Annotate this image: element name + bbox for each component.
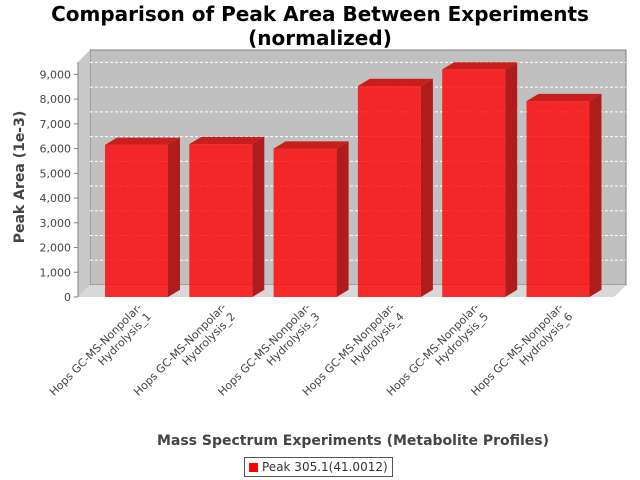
bar xyxy=(189,136,265,297)
bar-front xyxy=(357,85,421,297)
y-axis: 0 1,000 2,000 3,000 4,000 5,000 6,000 7,000 8,00… xyxy=(40,62,79,304)
bar-side xyxy=(168,137,180,297)
y-tick-label: 1,000 xyxy=(40,266,72,279)
bar xyxy=(357,78,433,297)
bar-front xyxy=(273,148,337,297)
legend: Peak 305.1(41.0012) xyxy=(244,457,393,477)
legend-label: Peak 305.1(41.0012) xyxy=(262,460,388,474)
bar-side xyxy=(589,93,602,297)
bar-top xyxy=(357,78,433,86)
x-axis-label: Mass Spectrum Experiments (Metabolite Pr… xyxy=(157,433,549,449)
y-tick-label: 0 xyxy=(64,291,71,304)
y-axis-label: Peak Area (1e-3) xyxy=(12,111,28,244)
bar xyxy=(442,62,518,297)
bar-top xyxy=(189,136,265,145)
y-tick-label: 8,000 xyxy=(40,93,72,106)
y-tick-label: 9,000 xyxy=(40,68,72,81)
y-tick-label: 7,000 xyxy=(40,118,72,131)
plot-left-wall xyxy=(78,50,90,297)
bar xyxy=(105,137,180,297)
bar-front xyxy=(189,144,253,297)
chart-title: Comparison of Peak Area Between Experime… xyxy=(0,2,640,50)
bar-front xyxy=(442,69,506,297)
bar-top xyxy=(105,137,180,145)
y-tick-label: 6,000 xyxy=(40,143,72,156)
chart-title-line-2: (normalized) xyxy=(248,26,392,50)
bar-side xyxy=(336,141,349,297)
y-tick-label: 5,000 xyxy=(40,167,72,180)
bar-top xyxy=(273,141,349,149)
legend-swatch xyxy=(249,462,258,472)
bar-side xyxy=(252,136,265,297)
y-tick-label: 4,000 xyxy=(40,192,72,205)
bar-top xyxy=(442,62,518,70)
bar xyxy=(526,93,602,297)
bar-side xyxy=(505,62,518,297)
bars xyxy=(105,62,602,297)
y-tick-label: 3,000 xyxy=(40,217,72,230)
bar-front xyxy=(526,101,590,297)
bar xyxy=(273,141,349,297)
bar-front xyxy=(105,144,168,297)
bar-top xyxy=(526,93,602,102)
bar-side xyxy=(420,78,433,297)
x-category-label-line: Hops GC-MS-Nonpolar- xyxy=(47,301,145,399)
y-tick-label: 2,000 xyxy=(40,242,72,255)
chart-title-line-1: Comparison of Peak Area Between Experime… xyxy=(51,2,589,26)
